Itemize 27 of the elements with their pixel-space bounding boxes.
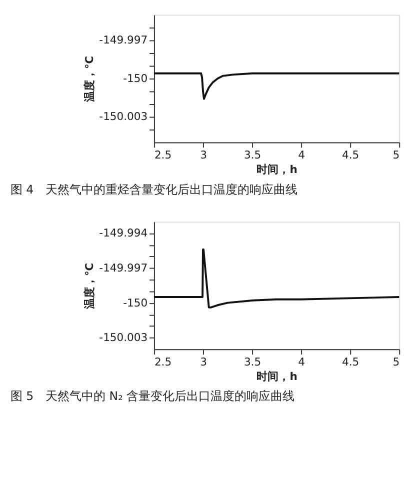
caption: 图 5 天然气中的 N₂ 含量变化后出口温度的响应曲线 [10, 389, 295, 404]
x-tick-label: 5 [392, 355, 400, 368]
x-tick-label: 3.5 [244, 148, 262, 162]
y-axis-title: 温度，℃ [83, 262, 96, 310]
x-tick-label: 4.5 [342, 148, 360, 162]
y-tick-label: -149.997 [99, 34, 148, 47]
x-tick-label: 4 [298, 355, 306, 368]
y-tick-label: -149.994 [99, 226, 148, 240]
x-tick-label: 3 [200, 148, 207, 162]
line-series [152, 72, 400, 100]
x-axis-title: 时间，h [256, 370, 298, 384]
x-tick-label: 2.5 [154, 355, 172, 368]
y-tick-label: -150.003 [99, 331, 148, 344]
line-series [152, 248, 400, 308]
y-tick-label: -150 [123, 296, 148, 310]
y-tick-label: -150 [123, 72, 148, 85]
x-tick-label: 5 [392, 148, 400, 162]
y-axis-title: 温度，℃ [83, 56, 96, 104]
x-tick-label: 4 [298, 148, 306, 162]
x-tick-label: 4.5 [342, 355, 360, 368]
caption: 图 4 天然气中的重烃含量变化后出口温度的响应曲线 [10, 182, 298, 196]
x-axis-title: 时间，h [256, 163, 298, 176]
x-tick-label: 3 [200, 355, 207, 368]
y-tick-label: -149.997 [99, 261, 148, 274]
x-tick-label: 3.5 [244, 355, 262, 368]
x-tick-label: 2.5 [154, 148, 172, 162]
y-tick-label: -150.003 [99, 110, 148, 124]
